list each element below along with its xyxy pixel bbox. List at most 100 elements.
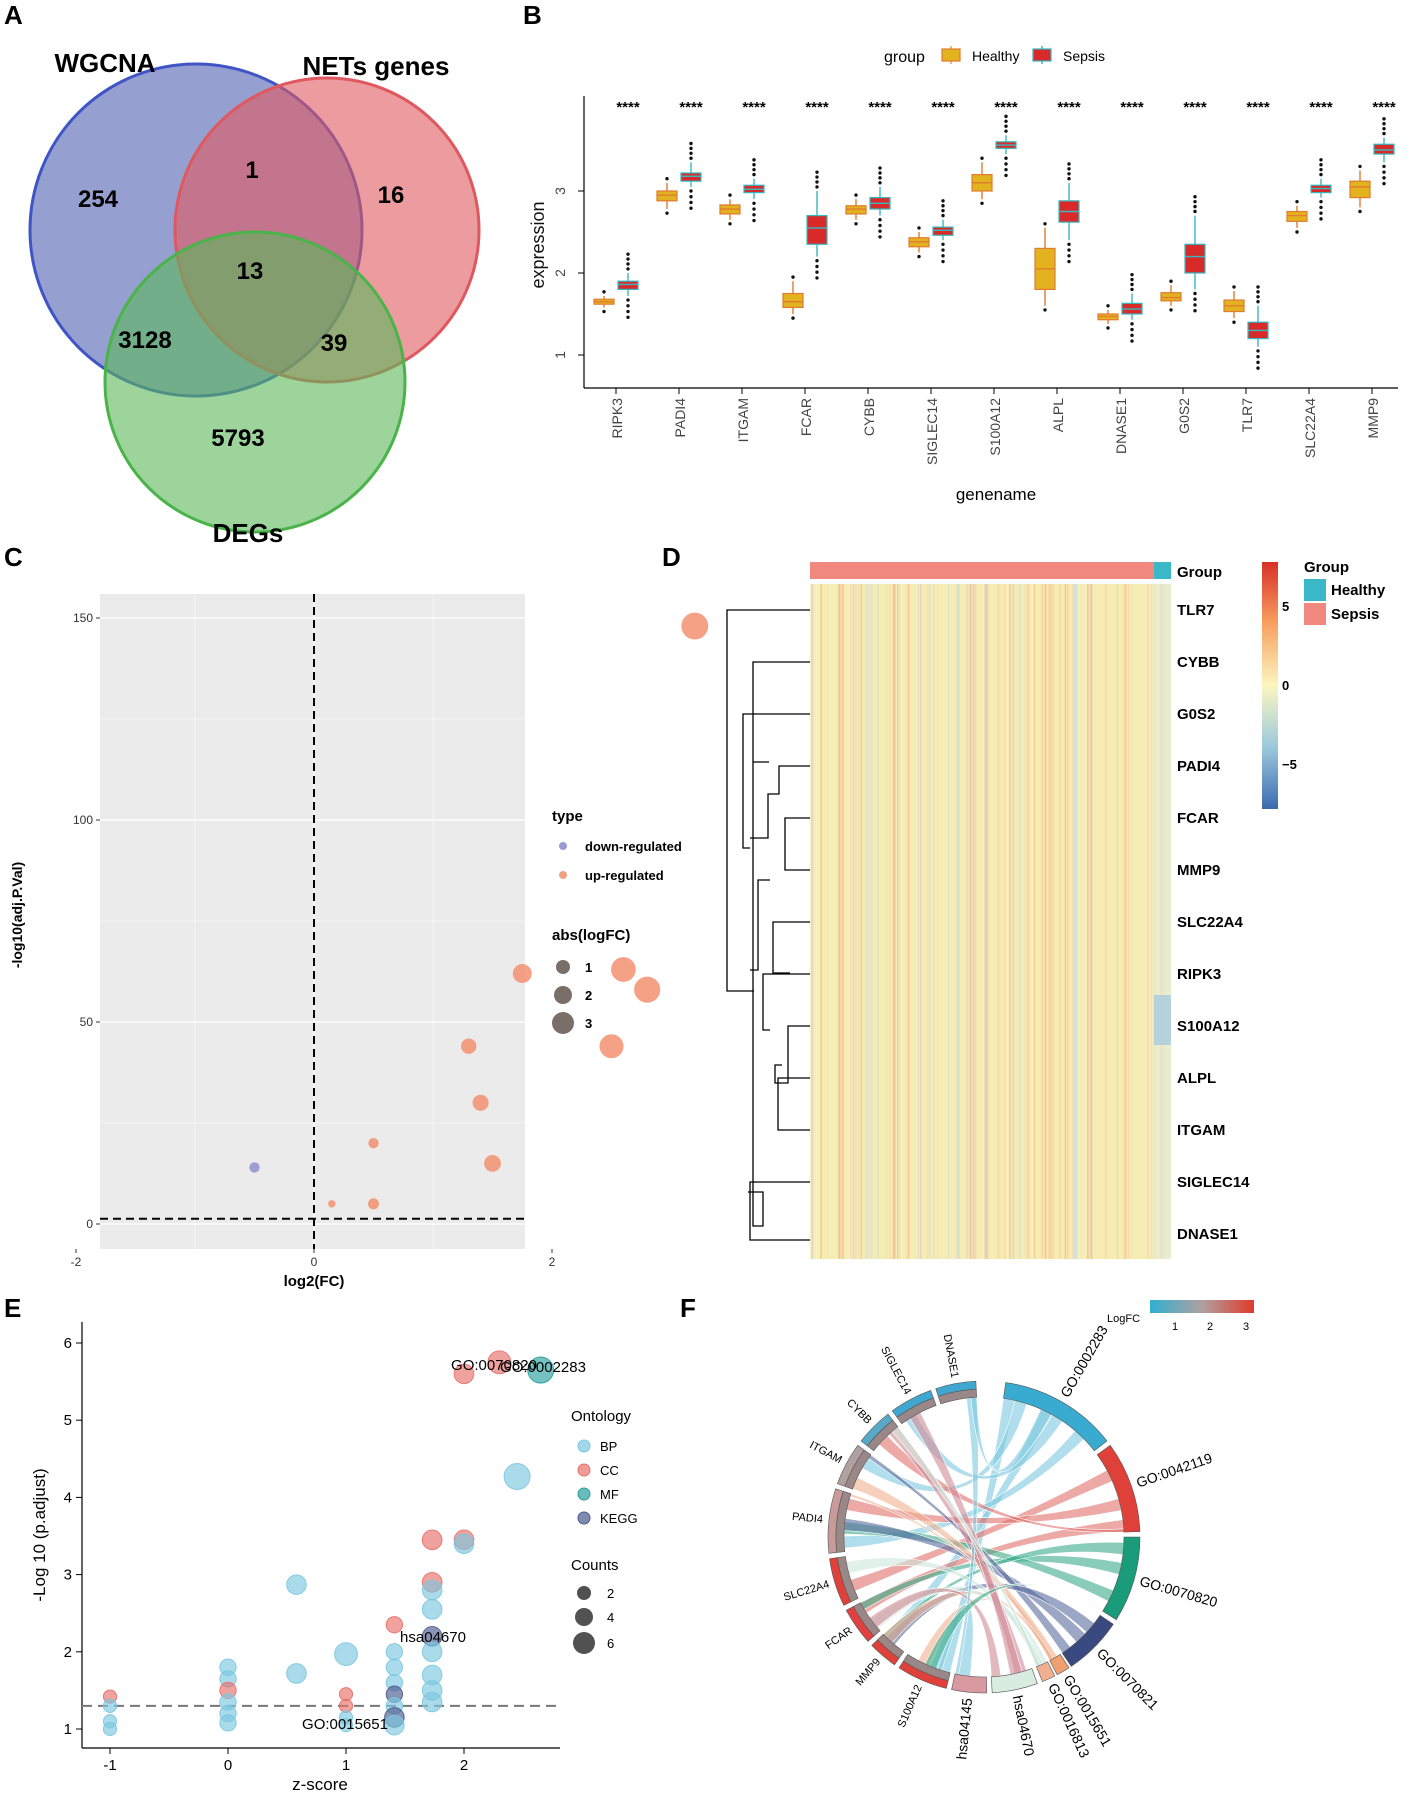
heatmap-stripe: [1019, 584, 1021, 1259]
chord-gene-arc-inner: [896, 1397, 937, 1425]
bubble-x-tick-label: 2: [460, 1757, 468, 1774]
box-outlier: [626, 252, 630, 256]
bubble-points: [102, 1350, 555, 1737]
box-outlier: [941, 204, 945, 208]
box-outlier: [1382, 176, 1386, 180]
box-outlier: [941, 208, 945, 213]
box-outlier: [752, 201, 756, 205]
heatmap-stripe: [810, 584, 812, 1259]
heatmap-stripe: [905, 584, 908, 1259]
heatmap-stripe: [1075, 584, 1078, 1259]
volcano-x-tick-label: 2: [549, 1255, 556, 1269]
box-gene-label: ALPL: [1050, 398, 1066, 432]
bubble-label-go2283: GO:0002283: [500, 1359, 586, 1376]
chord-gene-arc-inner: [852, 1602, 881, 1637]
heatmap-legend-sepsis: Sepsis: [1331, 606, 1379, 623]
box-outlier: [1295, 230, 1299, 234]
box-body: [680, 172, 702, 182]
chord-gene-arc-inner: [902, 1653, 951, 1681]
heatmap-gene-labels: TLR7 CYBB G0S2 PADI4 FCAR MMP9 SLC22A4 RIPK3 S10…: [1177, 602, 1250, 1243]
heatmap-stripe: [910, 584, 912, 1259]
heatmap-stripe: [958, 584, 961, 1259]
box-outlier: [626, 257, 630, 261]
heatmap-stripe: [967, 584, 970, 1259]
box-significance: ****: [931, 99, 955, 116]
box-outlier: [1256, 290, 1260, 294]
volcano-point: [368, 1138, 379, 1149]
box-outlier: [602, 309, 606, 314]
heatmap-scale-tick-5: 5: [1282, 599, 1289, 614]
venn-count-nets-only: 16: [378, 182, 405, 209]
heatmap-dendrogram: [726, 609, 810, 1241]
bubble-point: [384, 1714, 405, 1736]
box-outlier: [815, 270, 819, 274]
box-body: [1160, 292, 1182, 302]
box-outlier: [854, 193, 858, 197]
heatmap-stripe: [1104, 584, 1107, 1259]
box-outlier: [878, 171, 882, 175]
box-outlier: [689, 146, 693, 151]
box-outlier: [1130, 322, 1134, 326]
bubble-point: [102, 1721, 118, 1737]
box-gene-label: MMP9: [1365, 398, 1381, 439]
volcano-y-tick-label: 50: [80, 1015, 94, 1029]
chord-gene-arc-inner: [835, 1490, 852, 1553]
volcano-legend-size2: 2: [585, 988, 592, 1003]
chord-label: hsa04145: [953, 1697, 975, 1760]
heatmap-stripe: [957, 584, 959, 1259]
box-outlier: [1319, 211, 1323, 215]
box-outlier: [1043, 308, 1047, 312]
heatmap-stripe: [908, 584, 910, 1259]
box-outlier: [1382, 170, 1386, 174]
box-outlier: [1193, 303, 1197, 307]
bubble-x-label: z-score: [292, 1775, 348, 1794]
heatmap-stripe: [1067, 584, 1069, 1259]
chord-scale-title: LogFC: [1107, 1313, 1140, 1325]
box-outlier: [1382, 122, 1386, 126]
chord-label: FCAR: [823, 1625, 854, 1652]
heatmap-stripe: [929, 584, 931, 1259]
box-outlier: [878, 166, 882, 170]
heatmap-stripe: [894, 584, 896, 1259]
heatmap-stripe: [869, 584, 871, 1259]
box-outlier: [1130, 333, 1134, 338]
heatmap-stripe: [1152, 584, 1155, 1259]
chord-label: GO:0042119: [1134, 1450, 1214, 1491]
box-y-tick-label: 2: [552, 269, 568, 277]
box-gene-label: CYBB: [861, 398, 877, 436]
bubble-y-tick-label: 4: [64, 1489, 72, 1506]
box-gene-label: S100A12: [987, 398, 1003, 456]
bubble-point: [421, 1579, 443, 1601]
box-outlier: [941, 254, 945, 258]
box-legend-title: group: [884, 49, 925, 66]
box-significance: ****: [1246, 99, 1270, 116]
box-outlier: [1130, 282, 1134, 287]
heatmap-stripe: [858, 584, 860, 1259]
box-outlier: [1232, 285, 1236, 289]
heatmap-stripe: [1104, 584, 1106, 1259]
heatmap-stripe: [818, 584, 820, 1259]
heatmap-scale-tick-m5: −5: [1282, 757, 1297, 772]
bubble-point: [453, 1533, 475, 1555]
bubble-point: [334, 1642, 358, 1667]
box-outlier: [1256, 366, 1260, 370]
heatmap-stripe: [1031, 584, 1033, 1259]
box-outlier: [1256, 354, 1260, 359]
box-outlier: [665, 211, 669, 215]
chord-label: GO:0002283: [1057, 1322, 1111, 1400]
volcano-y-tick-label: 150: [73, 611, 93, 625]
heatmap-stripe: [815, 584, 818, 1259]
chord-term-arc: [1061, 1614, 1114, 1667]
heatmap-stripe: [997, 584, 999, 1259]
bubble-point: [219, 1714, 237, 1732]
box-significance: ****: [1309, 99, 1333, 116]
heatmap-healthy-columns: [1154, 584, 1171, 1259]
heatmap-legend-sepsis-key: [1304, 603, 1326, 625]
box-outlier: [1067, 242, 1071, 246]
box-y-ticks: 1 2 3: [552, 187, 584, 359]
heatmap-stripe: [1072, 584, 1074, 1259]
volcano-legend-size3-key: [552, 1012, 574, 1034]
box-outlier: [1382, 181, 1386, 186]
volcano-point: [367, 1198, 380, 1210]
bubble-label-go70820: GO:0070820: [451, 1357, 537, 1374]
